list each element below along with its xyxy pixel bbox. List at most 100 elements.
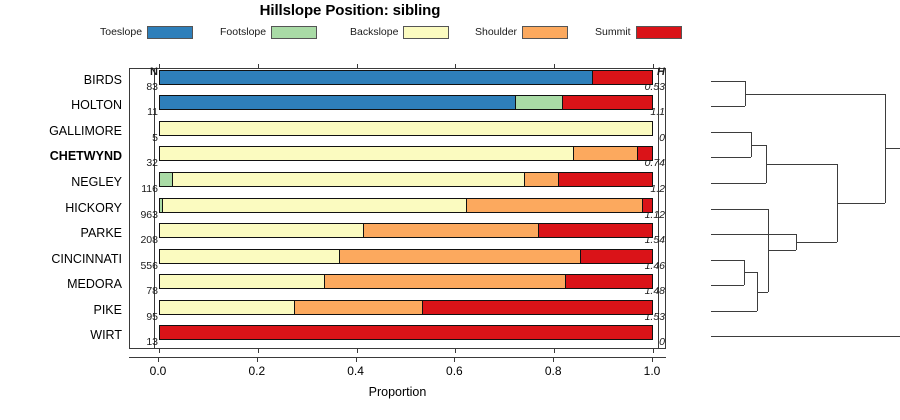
dendrogram-branch xyxy=(796,234,797,250)
panel-tickmark xyxy=(554,64,556,69)
dendrogram-branch xyxy=(796,242,837,244)
bar-segment-backslope xyxy=(160,300,296,314)
dendrogram-branch xyxy=(757,291,768,293)
x-axis-tick-label: 0.2 xyxy=(248,364,266,378)
bar-segment-shoulder xyxy=(574,147,639,161)
y-axis-label-medora: MEDORA xyxy=(67,277,122,292)
dendrogram-branch xyxy=(885,93,886,203)
x-axis-tick-label: 0.4 xyxy=(347,364,364,378)
legend-item-summit: Summit xyxy=(595,24,682,40)
panel-tickmark xyxy=(159,64,160,69)
panel-tickmark xyxy=(455,348,457,353)
bar-segment-summit xyxy=(538,224,652,238)
plot-panel: N H 83 0.53 11 1.1 5 0 32 0.74 116 1.2 963 1.12 208 1.5… xyxy=(129,64,666,353)
panel-tickmark xyxy=(455,64,457,69)
n-value: 78 xyxy=(146,285,158,298)
bar-segment-backslope xyxy=(160,224,365,238)
dendrogram-branch xyxy=(744,272,757,274)
dendrogram xyxy=(700,68,900,349)
bar-segment-summit xyxy=(592,70,652,84)
legend-swatch-footslope xyxy=(271,25,318,39)
panel-tickmark xyxy=(653,64,654,69)
stacked-bar-parke xyxy=(159,223,653,239)
n-value: 556 xyxy=(140,259,158,272)
dendrogram-branch xyxy=(766,163,837,165)
h-column-header: H xyxy=(657,65,665,78)
bar-segment-footslope xyxy=(160,198,163,212)
legend-item-label: Footslope xyxy=(220,26,267,38)
n-value: 208 xyxy=(140,234,158,247)
x-axis-tick xyxy=(256,357,258,362)
legend-swatch-backslope xyxy=(403,25,450,39)
dendrogram-branch xyxy=(711,131,751,133)
bar-segment-backslope xyxy=(162,198,468,212)
legend-item-backslope: Backslope xyxy=(350,24,450,40)
dendrogram-branch xyxy=(711,285,744,287)
legend: Toeslope Footslope Backslope Shoulder Summit xyxy=(100,24,700,40)
bar-segment-backslope xyxy=(160,121,652,135)
stacked-bar-cincinnati xyxy=(159,248,653,264)
x-axis-tick xyxy=(454,357,456,362)
bar-segment-summit xyxy=(558,172,652,186)
n-value: 13 xyxy=(146,336,158,349)
h-column-divider xyxy=(658,69,659,348)
h-value: 1.2 xyxy=(650,182,665,195)
bar-segment-shoulder xyxy=(339,249,581,263)
x-axis-tick xyxy=(553,357,555,362)
y-axis-label-wirt: WIRT xyxy=(90,328,122,343)
n-value: 32 xyxy=(146,157,158,170)
bar-segment-shoulder xyxy=(364,224,539,238)
dendrogram-branch xyxy=(711,234,796,236)
x-axis-tick xyxy=(652,357,653,362)
bar-segment-footslope xyxy=(160,172,173,186)
h-value: 0 xyxy=(659,336,665,349)
panel-tickmark xyxy=(356,64,358,69)
stacked-bar-medora xyxy=(159,274,653,290)
legend-item-label: Shoulder xyxy=(475,26,518,38)
bar-segment-backslope xyxy=(160,147,575,161)
stacked-bar-gallimore xyxy=(159,120,653,136)
bar-segment-summit xyxy=(565,275,652,289)
n-value: 5 xyxy=(152,131,158,144)
bar-segment-shoulder xyxy=(324,275,566,289)
x-axis-tick xyxy=(158,357,159,362)
bar-segment-toeslope xyxy=(160,96,516,110)
x-axis-tick-label: 0.6 xyxy=(446,364,463,378)
n-value: 83 xyxy=(146,80,158,93)
stacked-bar-birds xyxy=(159,69,653,85)
dendrogram-branch xyxy=(711,336,900,338)
stacked-bar-hickory xyxy=(159,197,653,213)
y-axis-label-negley: NEGLEY xyxy=(71,174,122,189)
dendrogram-branch xyxy=(711,259,744,261)
bar-segment-backslope xyxy=(172,172,526,186)
x-axis-title: Proportion xyxy=(368,385,427,399)
bar-segment-shoulder xyxy=(467,198,643,212)
x-axis-tick-label: 0.0 xyxy=(149,364,167,378)
dendrogram-branch xyxy=(751,144,766,146)
stacked-bar-negley xyxy=(159,171,653,187)
dendrogram-branch xyxy=(837,163,838,242)
bar-segment-backslope xyxy=(160,249,340,263)
y-axis-label-hickory: HICKORY xyxy=(65,200,122,215)
dendrogram-branch xyxy=(885,148,900,150)
y-axis-label-holton: HOLTON xyxy=(71,98,122,113)
panel-tickmark xyxy=(159,348,160,353)
dendrogram-branch xyxy=(711,157,751,159)
bar-segment-summit xyxy=(638,147,652,161)
dendrogram-branch xyxy=(837,202,885,204)
legend-item-shoulder: Shoulder xyxy=(475,24,569,40)
y-axis-label-gallimore: GALLIMORE xyxy=(49,123,122,138)
n-value: 11 xyxy=(147,106,158,119)
x-axis-tick xyxy=(355,357,357,362)
panel-tickmark xyxy=(554,348,556,353)
x-axis-line xyxy=(129,357,666,358)
legend-item-toeslope: Toeslope xyxy=(100,24,194,40)
panel-tickmark xyxy=(257,64,259,69)
bar-segment-shoulder xyxy=(525,172,559,186)
x-axis-tick-label: 0.8 xyxy=(544,364,562,378)
page-title: Hillslope Position: sibling xyxy=(259,2,441,19)
panel-tickmark xyxy=(653,348,654,353)
n-value: 95 xyxy=(146,310,158,323)
bar-segment-toeslope xyxy=(160,70,593,84)
panel-tickmark xyxy=(356,348,358,353)
